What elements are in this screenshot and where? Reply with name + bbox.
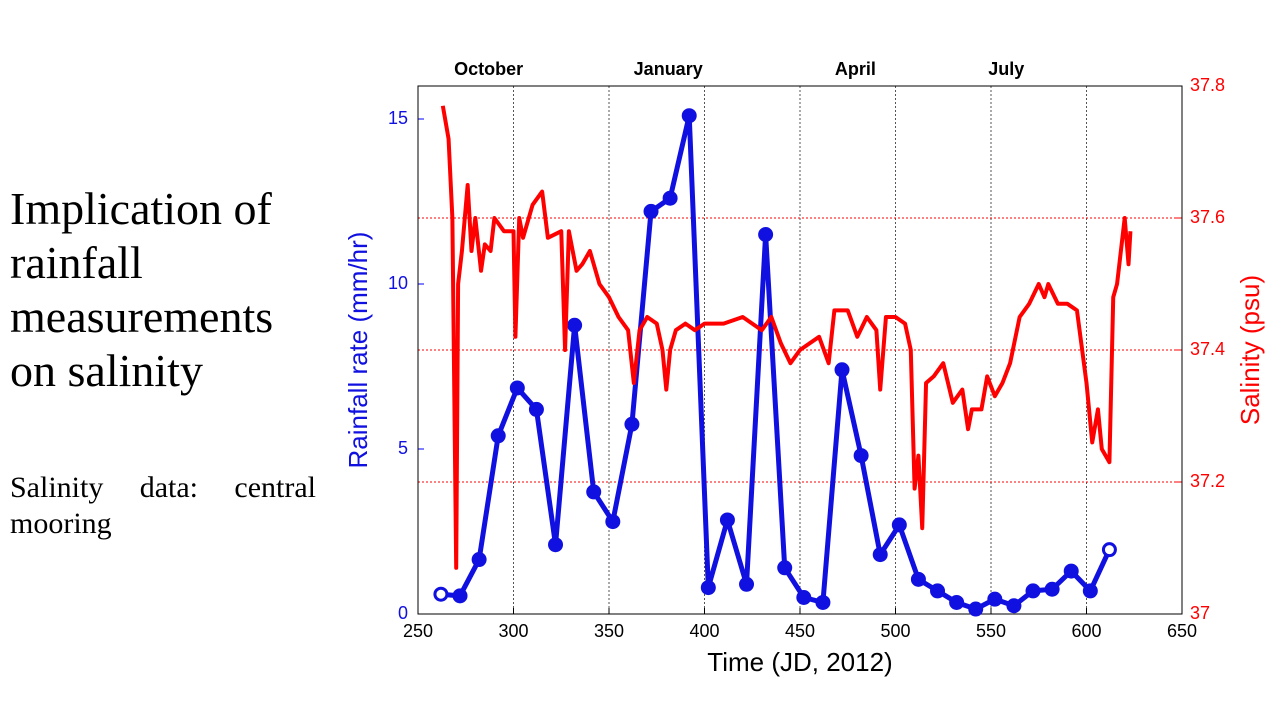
x-tick-label: 600 (1071, 621, 1101, 641)
series-marker (1101, 542, 1117, 558)
x-tick-label: 300 (498, 621, 528, 641)
x-tick-label: 250 (403, 621, 433, 641)
series-marker (586, 484, 602, 500)
series-marker (605, 514, 621, 530)
series-marker (1082, 583, 1098, 599)
series-marker (796, 590, 812, 605)
series-marker (700, 580, 716, 596)
month-label: January (634, 59, 703, 79)
series-marker (643, 203, 659, 219)
x-tick-label: 500 (880, 621, 910, 641)
x-tick-label: 400 (689, 621, 719, 641)
series-marker (452, 588, 468, 604)
month-label: July (988, 59, 1024, 79)
y2-tick-label: 37 (1190, 603, 1210, 623)
series-marker (433, 586, 449, 602)
y-axis-label: Rainfall rate (mm/hr) (343, 232, 373, 469)
series-marker (815, 594, 831, 610)
series-marker (528, 401, 544, 417)
series-marker (910, 571, 926, 587)
slide-title: Implication of rainfall measurements on … (10, 183, 274, 396)
series-marker (872, 547, 888, 563)
y-tick-label: 10 (388, 273, 408, 293)
series-marker (853, 448, 869, 464)
series-marker (739, 576, 755, 592)
series-marker (490, 428, 506, 444)
series-line (440, 105, 1133, 570)
y2-tick-label: 37.8 (1190, 75, 1225, 95)
y2-axis-label: Salinity (psu) (1235, 275, 1265, 425)
series-marker (567, 317, 583, 333)
series-marker (834, 362, 850, 378)
series-marker (930, 583, 946, 599)
y-tick-label: 0 (398, 603, 408, 623)
y-tick-label: 15 (388, 108, 408, 128)
y2-tick-label: 37.4 (1190, 339, 1225, 359)
y2-tick-label: 37.6 (1190, 207, 1225, 227)
series-marker (681, 108, 697, 124)
series-marker (624, 416, 640, 432)
series-marker (1063, 563, 1079, 579)
series-marker (777, 560, 793, 576)
plot-frame (417, 85, 1183, 615)
series-marker (471, 552, 487, 568)
x-tick-label: 450 (785, 621, 815, 641)
x-tick-label: 650 (1167, 621, 1197, 641)
series-marker (891, 517, 907, 533)
x-tick-label: 350 (594, 621, 624, 641)
series-marker (719, 512, 735, 528)
series-marker (949, 594, 965, 610)
y2-tick-label: 37.2 (1190, 471, 1225, 491)
series-marker (548, 537, 564, 553)
series-marker (509, 380, 525, 396)
series-marker (1006, 598, 1022, 614)
series-marker (662, 190, 678, 206)
series-marker (1025, 583, 1041, 599)
slide-subtitle: Salinity data: central mooring (10, 471, 316, 540)
y-tick-label: 5 (398, 438, 408, 458)
x-tick-label: 550 (976, 621, 1006, 641)
month-label: October (454, 59, 523, 79)
x-axis-label: Time (JD, 2012) (707, 647, 892, 677)
month-label: April (835, 59, 876, 79)
series-marker (987, 591, 1003, 607)
series-marker (758, 227, 774, 242)
series-marker (1044, 581, 1060, 597)
series-marker (968, 601, 984, 617)
